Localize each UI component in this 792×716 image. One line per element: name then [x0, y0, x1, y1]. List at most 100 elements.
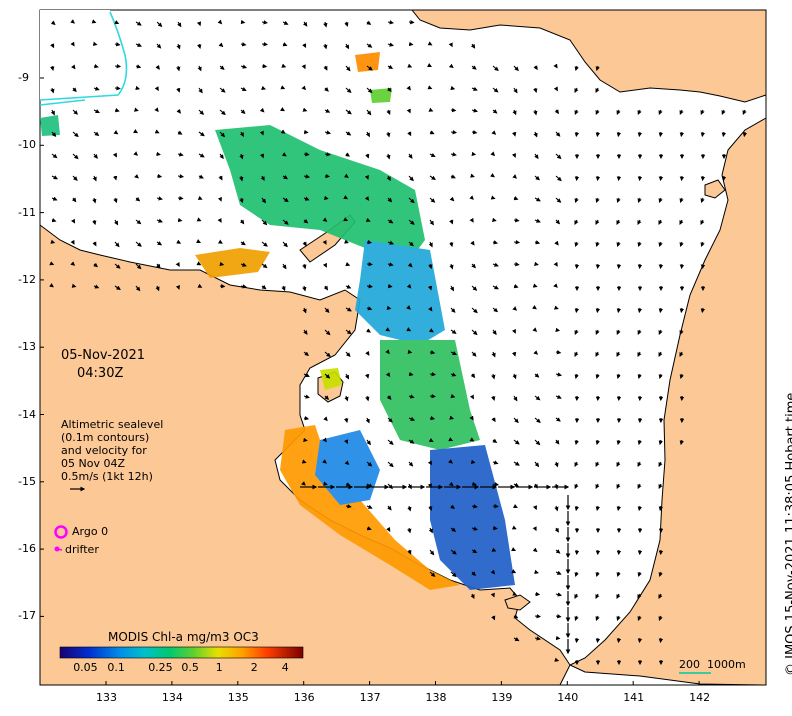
velocity-arrow: [637, 571, 642, 578]
velocity-arrow: [364, 174, 369, 180]
velocity-arrow: [658, 505, 663, 512]
velocity-arrow: [450, 307, 456, 313]
velocity-arrow: [512, 174, 517, 179]
velocity-arrow: [177, 130, 183, 135]
velocity-arrow: [574, 241, 579, 248]
velocity-arrow: [281, 63, 287, 68]
velocity-arrow: [450, 351, 457, 356]
velocity-arrow: [135, 285, 141, 292]
velocity-arrow: [513, 239, 521, 245]
velocity-arrow: [616, 615, 621, 622]
velocity-arrow: [344, 21, 349, 27]
velocity-arrow: [534, 439, 541, 446]
velocity-arrow: [114, 85, 121, 91]
velocity-arrow: [595, 593, 600, 599]
velocity-arrow: [261, 197, 267, 204]
colorbar-gradient: [59, 646, 304, 659]
velocity-arrow: [428, 107, 434, 112]
velocity-arrow: [637, 483, 642, 490]
velocity-arrow: [177, 195, 184, 201]
velocity-arrow: [616, 351, 621, 357]
velocity-arrow: [198, 131, 205, 137]
chl-patch-northwest: [195, 248, 270, 278]
velocity-arrow: [324, 395, 330, 400]
x-tick-label: 139: [491, 691, 513, 704]
velocity-arrow: [490, 569, 496, 575]
velocity-arrow: [114, 241, 120, 248]
velocity-arrow: [555, 219, 561, 225]
velocity-arrow: [344, 239, 349, 244]
velocity-arrow: [429, 153, 436, 158]
velocity-arrow: [512, 504, 518, 508]
velocity-arrow: [471, 108, 479, 113]
velocity-arrow: [595, 505, 600, 512]
velocity-arrow: [387, 505, 392, 511]
velocity-arrow: [345, 152, 351, 157]
velocity-arrow: [595, 307, 601, 314]
velocity-arrow: [366, 87, 373, 94]
velocity-arrow: [616, 637, 622, 644]
velocity-arrow: [492, 503, 499, 509]
velocity-arrow: [386, 395, 392, 400]
y-tick-label: -15: [18, 474, 36, 488]
velocity-arrow: [322, 459, 327, 464]
velocity-arrow: [658, 615, 663, 622]
velocity-arrow: [49, 283, 54, 288]
x-axis-ticks: [105, 681, 700, 685]
velocity-arrow: [261, 241, 268, 247]
velocity-arrow: [554, 439, 560, 445]
velocity-arrow: [512, 109, 517, 116]
velocity-arrow: [386, 153, 391, 160]
velocity-arrow: [408, 41, 414, 47]
velocity-arrow: [449, 415, 455, 420]
velocity-arrow: [302, 21, 308, 27]
velocity-arrow: [658, 483, 663, 490]
velocity-arrow: [492, 65, 499, 72]
velocity-arrow: [51, 218, 57, 223]
velocity-arrow: [658, 351, 663, 357]
velocity-arrow: [72, 131, 79, 138]
velocity-arrow: [407, 131, 412, 137]
velocity-arrow: [219, 109, 226, 116]
velocity-arrow: [533, 109, 538, 116]
velocity-arrow: [366, 20, 372, 25]
velocity-arrow: [534, 569, 539, 575]
velocity-arrow: [637, 219, 642, 225]
velocity-arrow: [574, 131, 580, 138]
velocity-arrow: [260, 175, 265, 182]
velocity-arrow: [637, 241, 642, 248]
velocity-arrow: [177, 174, 185, 179]
argo-legend-label: Argo 0: [72, 525, 109, 538]
velocity-arrow: [534, 153, 539, 160]
velocity-arrow: [177, 217, 183, 223]
velocity-arrow: [113, 197, 118, 204]
velocity-arrow: [616, 109, 621, 116]
velocity-arrow: [513, 395, 518, 402]
velocity-arrow: [407, 527, 412, 534]
velocity-arrow: [450, 329, 457, 334]
velocity-arrow: [595, 351, 600, 357]
colorbar-tick-label: 0.5: [181, 661, 199, 674]
velocity-arrow: [387, 417, 393, 423]
velocity-arrow: [345, 109, 352, 115]
velocity-arrow: [365, 217, 371, 222]
velocity-arrow: [574, 461, 579, 467]
x-tick-label: 133: [96, 691, 117, 704]
velocity-arrow: [135, 42, 142, 47]
velocity-arrow: [532, 526, 537, 532]
velocity-arrow: [534, 240, 541, 245]
velocity-arrow: [261, 20, 268, 25]
velocity-arrow: [50, 43, 55, 49]
colorbar-tick-label: 0.1: [107, 661, 125, 674]
velocity-arrow: [366, 109, 372, 116]
velocity-arrow: [679, 219, 684, 225]
velocity-arrow: [513, 284, 519, 289]
velocity-arrow: [449, 219, 454, 225]
time-label: 04:30Z: [77, 366, 124, 381]
velocity-arrow: [386, 527, 391, 532]
velocity-arrow: [534, 614, 541, 619]
velocity-arrow: [555, 175, 562, 182]
velocity-arrow: [218, 175, 223, 181]
velocity-arrow: [679, 131, 685, 138]
velocity-arrow: [385, 349, 390, 355]
